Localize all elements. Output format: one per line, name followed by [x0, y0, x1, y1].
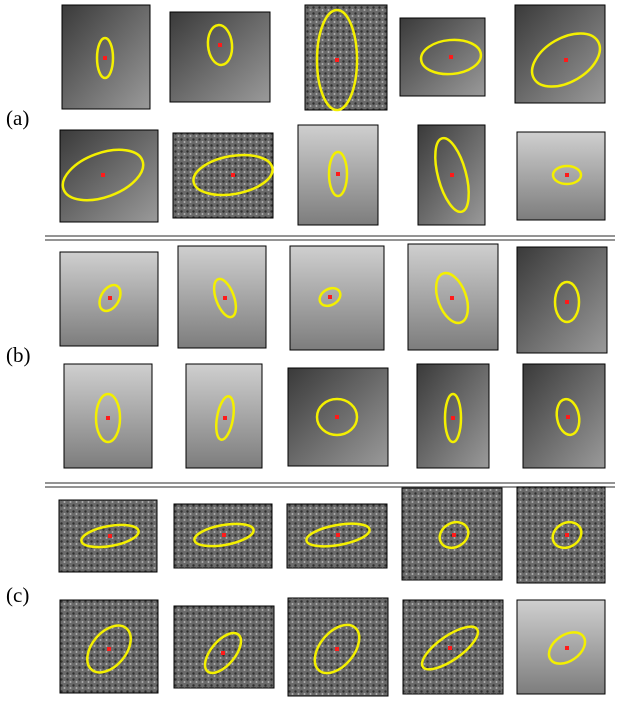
keypoint	[452, 533, 456, 537]
panel-label: (c)	[6, 583, 29, 607]
keypoint	[223, 296, 227, 300]
keypoint	[328, 295, 332, 299]
keypoint	[101, 173, 105, 177]
keypoint	[565, 646, 569, 650]
region-ellipse	[212, 277, 238, 319]
region-ellipse	[551, 520, 583, 550]
keypoint	[335, 58, 339, 62]
region-ellipse	[192, 153, 274, 197]
keypoint	[221, 651, 225, 655]
keypoint	[335, 415, 339, 419]
image-patch	[297, 124, 379, 226]
keypoint	[108, 296, 112, 300]
keypoint	[450, 296, 454, 300]
keypoint	[566, 415, 570, 419]
keypoint	[450, 173, 454, 177]
panel-label: (b)	[6, 343, 31, 367]
keypoint	[336, 172, 340, 176]
region-ellipse	[327, 150, 349, 198]
keypoint	[108, 534, 112, 538]
region-ellipse	[305, 522, 371, 548]
region-ellipse	[95, 36, 115, 80]
region-ellipse	[420, 625, 480, 671]
image-patch	[514, 4, 606, 104]
region-ellipse	[86, 624, 132, 674]
image-patch	[399, 17, 486, 97]
keypoint	[448, 646, 452, 650]
region-ellipse	[438, 520, 470, 550]
keypoint	[107, 647, 111, 651]
keypoint	[564, 58, 568, 62]
region-ellipse	[434, 271, 470, 325]
image-patch	[289, 245, 385, 351]
region-ellipse	[419, 38, 483, 76]
keypoint	[449, 55, 453, 59]
region-ellipse	[547, 631, 587, 665]
image-patch	[172, 132, 274, 219]
region-ellipse	[206, 23, 234, 67]
keypoint	[222, 533, 226, 537]
keypoint	[223, 416, 227, 420]
region-ellipse	[551, 164, 583, 186]
keypoint	[565, 533, 569, 537]
region-ellipse	[443, 392, 463, 444]
keypoint	[451, 416, 455, 420]
keypoint	[218, 43, 222, 47]
image-patch	[516, 486, 606, 584]
image-patch	[177, 245, 267, 349]
keypoint	[103, 56, 107, 60]
panel-label: (a)	[6, 106, 29, 130]
region-ellipse	[98, 283, 122, 313]
keypoint	[231, 173, 235, 177]
image-patch	[304, 4, 388, 111]
image-patch	[169, 11, 271, 103]
keypoint	[565, 300, 569, 304]
image-patch	[173, 503, 273, 569]
region-ellipse	[94, 392, 122, 444]
region-ellipse	[555, 397, 581, 437]
keypoint	[106, 416, 110, 420]
region-ellipse	[553, 280, 581, 324]
region-ellipse	[203, 631, 243, 675]
image-patch	[516, 246, 608, 354]
region-ellipse	[61, 148, 145, 202]
region-ellipse	[315, 8, 359, 112]
image-patch	[516, 599, 606, 695]
image-patch	[59, 129, 159, 223]
region-ellipse	[318, 286, 342, 308]
image-patch	[402, 599, 504, 695]
image-patch	[173, 605, 275, 689]
region-ellipse	[193, 522, 255, 548]
image-patch	[516, 131, 606, 221]
region-ellipse	[530, 32, 602, 88]
region-ellipse	[214, 395, 236, 441]
keypoint	[565, 173, 569, 177]
image-patch	[59, 599, 159, 694]
region-ellipse	[315, 397, 359, 437]
region-ellipse	[313, 623, 361, 675]
keypoint	[336, 533, 340, 537]
region-ellipse	[80, 523, 140, 549]
image-patch	[407, 243, 499, 351]
region-ellipse	[434, 136, 470, 214]
keypoint	[335, 647, 339, 651]
image-patch	[522, 363, 606, 469]
